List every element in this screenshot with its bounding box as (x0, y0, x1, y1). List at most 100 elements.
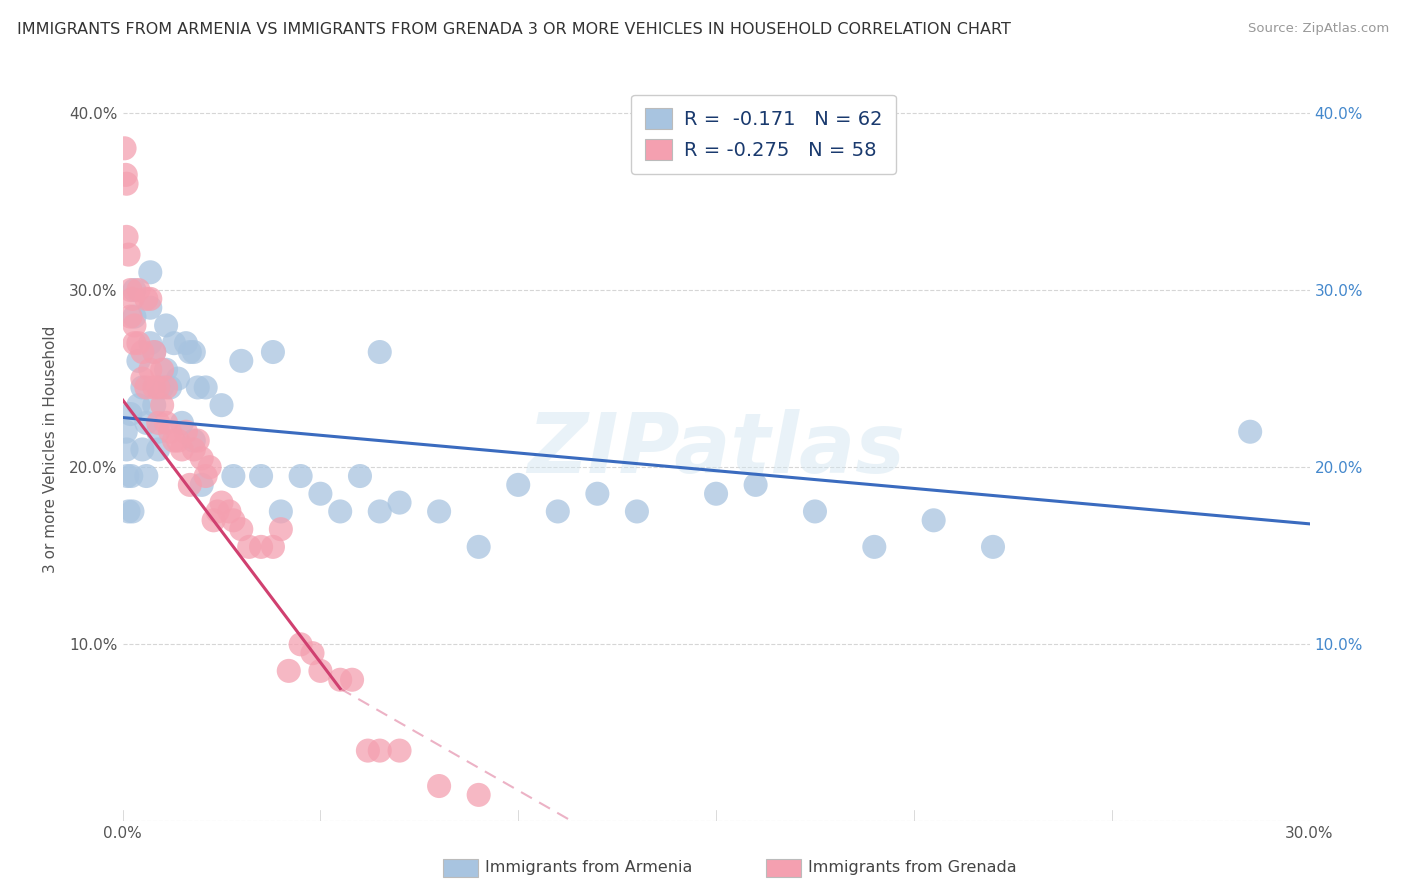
Point (135, 469, 157, 483)
Point (135, 292, 157, 306)
Point (187, 434, 209, 448)
Point (150, 398, 173, 412)
Point (179, 478, 201, 492)
Point (198, 460, 221, 475)
Point (124, 318, 146, 333)
Point (117, 247, 139, 261)
Point (340, 673, 363, 687)
Point (148, 380, 170, 394)
Point (124, 336, 146, 351)
Point (115, 177, 138, 191)
Point (131, 442, 153, 457)
Point (115, 442, 138, 457)
Point (120, 469, 142, 483)
Point (744, 478, 766, 492)
Point (368, 504, 391, 518)
Point (863, 540, 886, 554)
Point (309, 487, 332, 501)
Point (190, 451, 212, 466)
Point (135, 416, 157, 430)
Point (427, 504, 450, 518)
Point (222, 469, 245, 483)
Point (309, 664, 332, 678)
Point (170, 416, 193, 430)
Point (179, 345, 201, 359)
Point (148, 425, 170, 439)
Point (202, 513, 225, 527)
Point (159, 425, 181, 439)
Point (163, 336, 186, 351)
Point (357, 743, 380, 757)
Point (388, 495, 411, 509)
Point (139, 336, 162, 351)
Point (704, 487, 727, 501)
Point (120, 283, 142, 297)
Point (222, 513, 245, 527)
Point (290, 469, 312, 483)
Point (368, 345, 391, 359)
Point (163, 434, 186, 448)
Point (211, 398, 233, 412)
Point (183, 442, 205, 457)
Point (120, 310, 142, 324)
Point (194, 380, 217, 394)
Point (167, 371, 190, 385)
Point (139, 301, 162, 315)
Point (155, 416, 177, 430)
Point (131, 371, 153, 385)
Point (167, 434, 190, 448)
Point (114, 168, 136, 182)
Point (135, 380, 157, 394)
Point (238, 540, 260, 554)
Point (174, 425, 197, 439)
Point (388, 743, 411, 757)
Point (211, 495, 233, 509)
Point (124, 310, 146, 324)
Point (922, 513, 945, 527)
Point (218, 504, 240, 518)
Point (150, 380, 173, 394)
Point (143, 345, 166, 359)
Point (170, 442, 193, 457)
Point (207, 504, 229, 518)
Point (626, 504, 648, 518)
Point (301, 646, 323, 660)
Point (143, 380, 166, 394)
Point (349, 469, 371, 483)
Y-axis label: 3 or more Vehicles in Household: 3 or more Vehicles in Household (44, 326, 58, 574)
Point (127, 336, 149, 351)
Point (194, 469, 217, 483)
Text: Immigrants from Armenia: Immigrants from Armenia (485, 861, 692, 875)
Point (467, 788, 489, 802)
Text: ZIPatlas: ZIPatlas (527, 409, 905, 490)
Point (586, 487, 609, 501)
Point (143, 345, 166, 359)
Point (155, 362, 177, 376)
Point (183, 434, 205, 448)
Text: Immigrants from Grenada: Immigrants from Grenada (808, 861, 1017, 875)
Point (187, 380, 209, 394)
Point (127, 283, 149, 297)
Point (148, 442, 170, 457)
Point (277, 664, 299, 678)
Point (1239, 425, 1261, 439)
Point (139, 362, 162, 376)
Point (150, 362, 173, 376)
Point (124, 283, 146, 297)
Point (270, 522, 292, 536)
Point (804, 504, 827, 518)
Point (262, 540, 284, 554)
Point (231, 522, 253, 536)
Point (127, 354, 149, 368)
Point (547, 504, 569, 518)
Point (117, 504, 139, 518)
Point (250, 540, 273, 554)
Text: IMMIGRANTS FROM ARMENIA VS IMMIGRANTS FROM GRENADA 3 OR MORE VEHICLES IN HOUSEHO: IMMIGRANTS FROM ARMENIA VS IMMIGRANTS FR… (17, 22, 1011, 37)
Point (121, 292, 143, 306)
Point (467, 540, 489, 554)
Point (174, 336, 197, 351)
Point (329, 673, 352, 687)
Point (427, 779, 450, 793)
Point (368, 743, 391, 757)
Point (139, 292, 162, 306)
